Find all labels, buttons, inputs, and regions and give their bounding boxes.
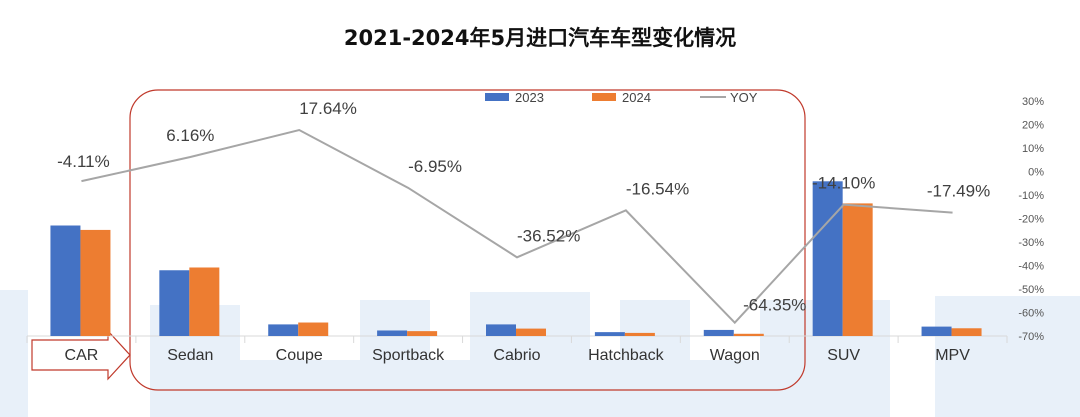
bar-2023 xyxy=(268,324,299,336)
bar-2023 xyxy=(486,324,516,336)
y2-tick-label: -20% xyxy=(1018,214,1044,226)
bar-2024 xyxy=(80,229,111,336)
y2-tick-label: -60% xyxy=(1018,308,1044,320)
data-label: 17.64% xyxy=(299,99,357,118)
x-tick-label: Sedan xyxy=(167,347,213,364)
bar-2023 xyxy=(50,225,81,336)
x-tick-label: SUV xyxy=(827,347,860,364)
background-block xyxy=(210,360,810,417)
y2-tick-label: 10% xyxy=(1022,143,1044,155)
x-tick-label: Hatchback xyxy=(588,347,665,364)
x-tick-label: Sportback xyxy=(372,347,445,364)
bar-2023 xyxy=(703,329,734,336)
legend-label: 2024 xyxy=(622,90,651,105)
bar-2023 xyxy=(377,330,408,336)
bar-2024 xyxy=(516,328,546,336)
bar-2024 xyxy=(298,322,329,336)
x-tick-label: Wagon xyxy=(710,347,760,364)
x-tick-label: Cabrio xyxy=(493,347,540,364)
data-label: -17.49% xyxy=(927,182,990,201)
data-label: -16.54% xyxy=(626,179,689,198)
bars xyxy=(50,181,982,336)
bar-2024 xyxy=(624,332,655,336)
legend-label: YOY xyxy=(730,90,758,105)
y2-tick-label: -50% xyxy=(1018,284,1044,296)
legend: 2023 2024 YOY xyxy=(485,90,758,105)
x-tick-label: CAR xyxy=(65,347,99,364)
data-label: -64.35% xyxy=(743,296,806,315)
legend-swatch-2024 xyxy=(592,93,616,101)
bar-2024 xyxy=(733,333,764,336)
data-label: -36.52% xyxy=(517,226,580,245)
bar-2024 xyxy=(189,267,220,336)
x-tick-label: Coupe xyxy=(276,347,323,364)
data-label: -4.11% xyxy=(57,152,110,171)
highlight-frame xyxy=(31,89,806,391)
yoy-polyline xyxy=(81,128,953,325)
right-axis: 30% 20% 10% 0% -10% -20% -30% -40% -50% -60% -70% xyxy=(1018,96,1044,343)
bar-2024 xyxy=(407,331,438,336)
bar-2023 xyxy=(159,270,190,336)
y2-tick-label: -40% xyxy=(1018,261,1044,273)
background-block xyxy=(935,296,1080,417)
data-label: 6.16% xyxy=(166,126,214,145)
x-tick-label: MPV xyxy=(935,347,970,364)
background-block xyxy=(0,290,28,417)
y2-tick-label: 0% xyxy=(1028,167,1044,179)
y2-tick-label: -70% xyxy=(1018,331,1044,343)
yoy-line xyxy=(81,128,953,325)
y2-tick-label: 30% xyxy=(1022,96,1044,108)
bar-2023 xyxy=(812,181,843,336)
data-labels: -4.11% 6.16% 17.64% -6.95% -36.52% -16.54% -64… xyxy=(57,99,990,315)
bar-2023 xyxy=(921,326,952,336)
legend-label: 2023 xyxy=(515,90,544,105)
legend-swatch-2023 xyxy=(485,93,509,101)
bar-2024 xyxy=(842,203,873,336)
bar-2023 xyxy=(594,332,625,336)
y2-tick-label: -10% xyxy=(1018,190,1044,202)
data-label: -6.95% xyxy=(408,157,462,176)
highlight-box xyxy=(129,89,806,391)
y2-tick-label: -30% xyxy=(1018,237,1044,249)
arrow-shape xyxy=(31,329,131,381)
chart-title: 2021-2024年5月进口汽车车型变化情况 xyxy=(343,26,737,50)
background-decoration xyxy=(0,290,1080,417)
y2-tick-label: 20% xyxy=(1022,120,1044,132)
data-label: -14.10% xyxy=(812,174,875,193)
bar-2024 xyxy=(951,328,982,336)
